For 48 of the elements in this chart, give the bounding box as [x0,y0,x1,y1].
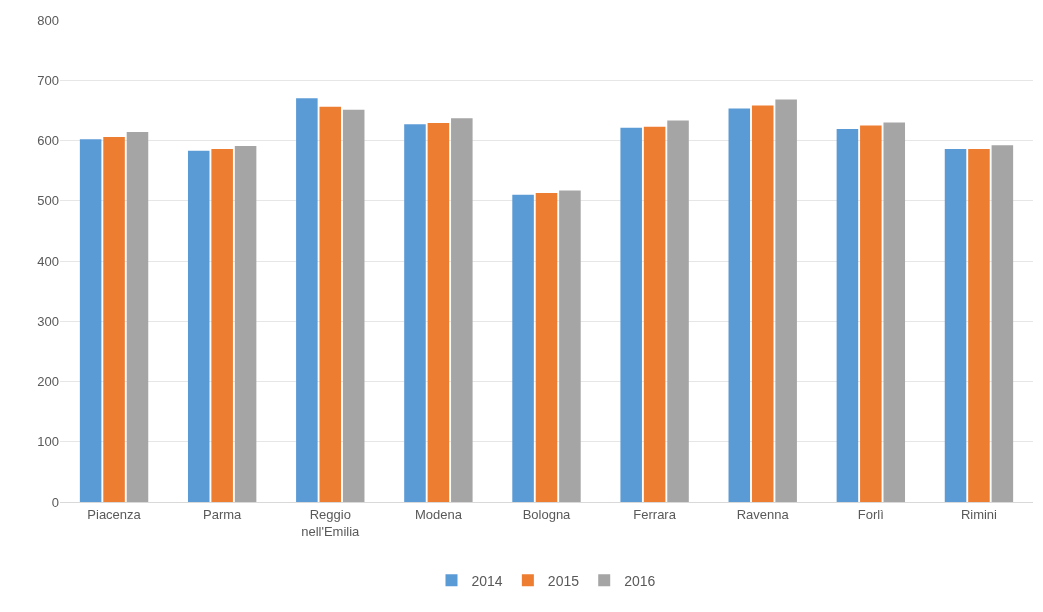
x-tick-label: Parma [203,506,243,522]
x-tick-label: Ravenna [736,506,790,522]
bar [535,192,558,502]
x-tick-label: Reggio nell'Emilia [301,506,361,539]
y-tick-label: 100 [37,434,59,450]
x-tick-label: Piacenza [87,506,142,522]
x-tick-label: Modena [414,506,463,522]
bar [234,145,257,502]
bar [836,129,859,502]
bar [944,148,967,502]
y-tick-label: 300 [37,313,59,329]
legend-label: 2016 [624,572,656,589]
bar [991,145,1014,502]
legend-label: 2014 [471,572,503,589]
y-tick-label: 700 [37,72,59,88]
bar [968,148,990,502]
bar [126,132,149,502]
bar [559,190,581,502]
bar [427,123,450,502]
bar [512,194,534,502]
y-tick-label: 200 [37,374,59,390]
bar [404,124,426,502]
bar [79,139,102,502]
bar [319,106,342,502]
y-tick-label: 600 [37,133,59,149]
x-tick-label: Rimini [960,506,998,522]
x-tick-label: Forlì [857,506,884,522]
bar [620,127,642,502]
bar [103,136,125,502]
bar [643,126,666,502]
bar [728,108,751,502]
x-tick-label: Bologna [522,506,572,522]
bar [667,120,689,502]
bar [775,99,797,502]
bar [860,125,882,502]
bar [187,150,210,502]
y-tick-label: 500 [37,193,59,209]
bar [211,148,233,502]
bar [883,122,906,502]
bar [342,109,365,502]
x-tick-label: Ferrara [633,506,677,522]
y-tick-label: 800 [37,12,59,28]
bar [296,98,318,502]
bar [451,118,473,502]
y-tick-label: 0 [51,494,59,510]
bar [751,105,774,502]
y-tick-label: 400 [37,253,59,269]
legend-label: 2015 [547,572,580,589]
